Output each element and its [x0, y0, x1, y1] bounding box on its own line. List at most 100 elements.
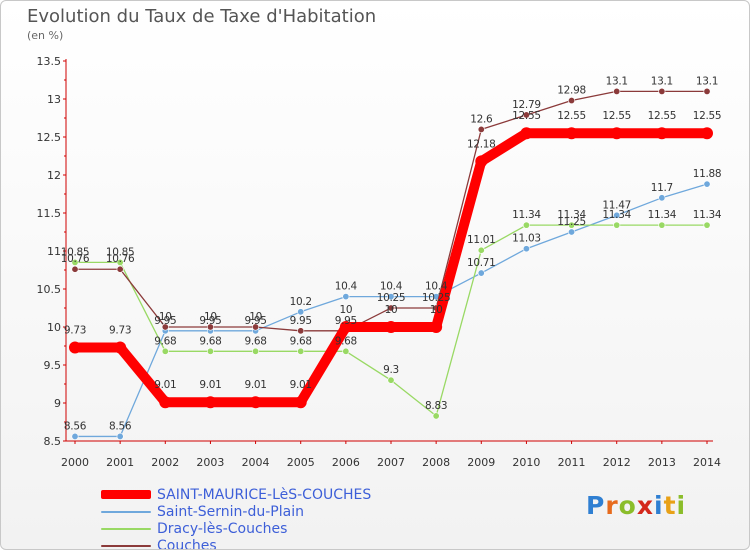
x-tick-label: 2002	[151, 456, 179, 469]
data-label: 10.4	[380, 281, 403, 293]
data-label: 10	[385, 304, 398, 316]
data-point	[204, 396, 217, 409]
y-tick-label: 13.5	[37, 55, 62, 68]
data-point	[71, 258, 79, 266]
legend-label: Couches	[157, 537, 217, 550]
x-tick-label: 2014	[693, 456, 721, 469]
data-label: 12.55	[557, 110, 586, 122]
data-point	[342, 347, 350, 355]
legend-swatch	[101, 490, 151, 499]
x-tick-label: 2011	[558, 456, 586, 469]
data-point	[565, 127, 578, 140]
data-label: 10.4	[335, 281, 358, 293]
legend-label: Dracy-lès-Couches	[157, 520, 288, 537]
data-point	[387, 376, 395, 384]
data-point	[568, 97, 576, 105]
data-point	[477, 246, 485, 254]
data-point	[206, 323, 214, 331]
data-label: 12.18	[467, 138, 496, 150]
data-label: 11.88	[693, 168, 722, 180]
data-point	[522, 245, 530, 253]
legend-item: SAINT-MAURICE-LèS-COUCHES	[101, 486, 371, 503]
x-tick-label: 2007	[377, 456, 405, 469]
data-point	[159, 396, 172, 409]
data-point	[475, 155, 488, 168]
data-label: 10	[159, 311, 172, 323]
x-tick-label: 2006	[332, 456, 360, 469]
data-label: 8.83	[425, 400, 447, 412]
data-point	[610, 127, 623, 140]
data-label: 11.34	[602, 209, 631, 221]
data-label: 9.68	[199, 335, 221, 347]
data-point	[249, 396, 262, 409]
y-tick-label: 8.5	[44, 435, 62, 448]
data-point	[342, 293, 350, 301]
data-label: 9.01	[199, 379, 221, 391]
legend-swatch	[101, 527, 151, 530]
data-label: 12.55	[693, 110, 722, 122]
data-label: 10.71	[467, 257, 496, 269]
data-point	[385, 321, 397, 333]
data-label: 10.2	[290, 296, 312, 308]
data-label: 11.34	[512, 209, 541, 221]
data-label: 9.68	[154, 335, 176, 347]
data-label: 10	[249, 311, 262, 323]
x-tick-label: 2004	[242, 456, 270, 469]
data-label: 10	[204, 311, 217, 323]
y-tick-label: 9	[54, 397, 61, 410]
legend-item: Dracy-lès-Couches	[101, 520, 371, 537]
legend-label: SAINT-MAURICE-LèS-COUCHES	[157, 486, 372, 503]
data-point	[297, 308, 305, 316]
data-label: 13.1	[696, 75, 718, 87]
data-label: 12.55	[512, 110, 541, 122]
data-point	[658, 221, 666, 229]
data-label: 10.85	[106, 246, 135, 258]
line-chart: 8.5 9 9.5 10 10.5 11 11.5 12 12.5 13 13.5 2000 2001 2…	[37, 55, 723, 469]
data-point	[71, 265, 79, 273]
data-point	[339, 321, 352, 333]
data-label: 9.68	[290, 335, 312, 347]
data-label: 10	[339, 304, 352, 316]
data-label: 11.03	[512, 233, 541, 245]
data-point	[658, 87, 666, 95]
y-tick-label: 10.5	[37, 283, 62, 296]
x-tick-label: 2013	[648, 456, 676, 469]
data-label: 9.3	[383, 364, 399, 376]
data-point	[522, 221, 530, 229]
data-label: 12.6	[470, 113, 493, 125]
data-label: 9.01	[154, 379, 176, 391]
data-point	[387, 304, 395, 312]
data-label: 12.55	[602, 110, 631, 122]
data-point	[252, 323, 260, 331]
y-tick-label: 10	[47, 321, 61, 334]
y-tick-label: 11.5	[37, 207, 62, 220]
data-label: 10.25	[377, 292, 406, 304]
data-label: 11.25	[557, 216, 586, 228]
data-point	[69, 341, 81, 354]
data-label: 13.1	[606, 75, 628, 87]
data-label: 12.55	[648, 110, 677, 122]
y-tick-label: 12	[47, 169, 61, 182]
data-point	[522, 111, 530, 119]
data-point	[161, 347, 169, 355]
chart-legend: SAINT-MAURICE-LèS-COUCHES Saint-Sernin-d…	[101, 486, 371, 550]
data-label: 12.79	[512, 99, 541, 111]
x-tick-label: 2000	[61, 456, 89, 469]
data-point	[703, 221, 711, 229]
data-point	[613, 211, 621, 219]
data-point	[297, 327, 305, 335]
data-point	[71, 432, 79, 440]
data-point	[116, 265, 124, 273]
x-tick-label: 2003	[196, 456, 224, 469]
chart-title: Evolution du Taux de Taxe d'Habitation	[27, 6, 377, 27]
data-label: 12.98	[557, 85, 586, 97]
x-tick-label: 2005	[287, 456, 315, 469]
data-label: 13.1	[651, 75, 673, 87]
data-point	[655, 127, 668, 140]
y-tick-label: 12.5	[37, 131, 62, 144]
data-label: 10.25	[422, 292, 451, 304]
legend-swatch	[101, 510, 151, 513]
data-point	[114, 341, 127, 354]
data-point	[206, 347, 214, 355]
data-label: 9.01	[244, 379, 266, 391]
